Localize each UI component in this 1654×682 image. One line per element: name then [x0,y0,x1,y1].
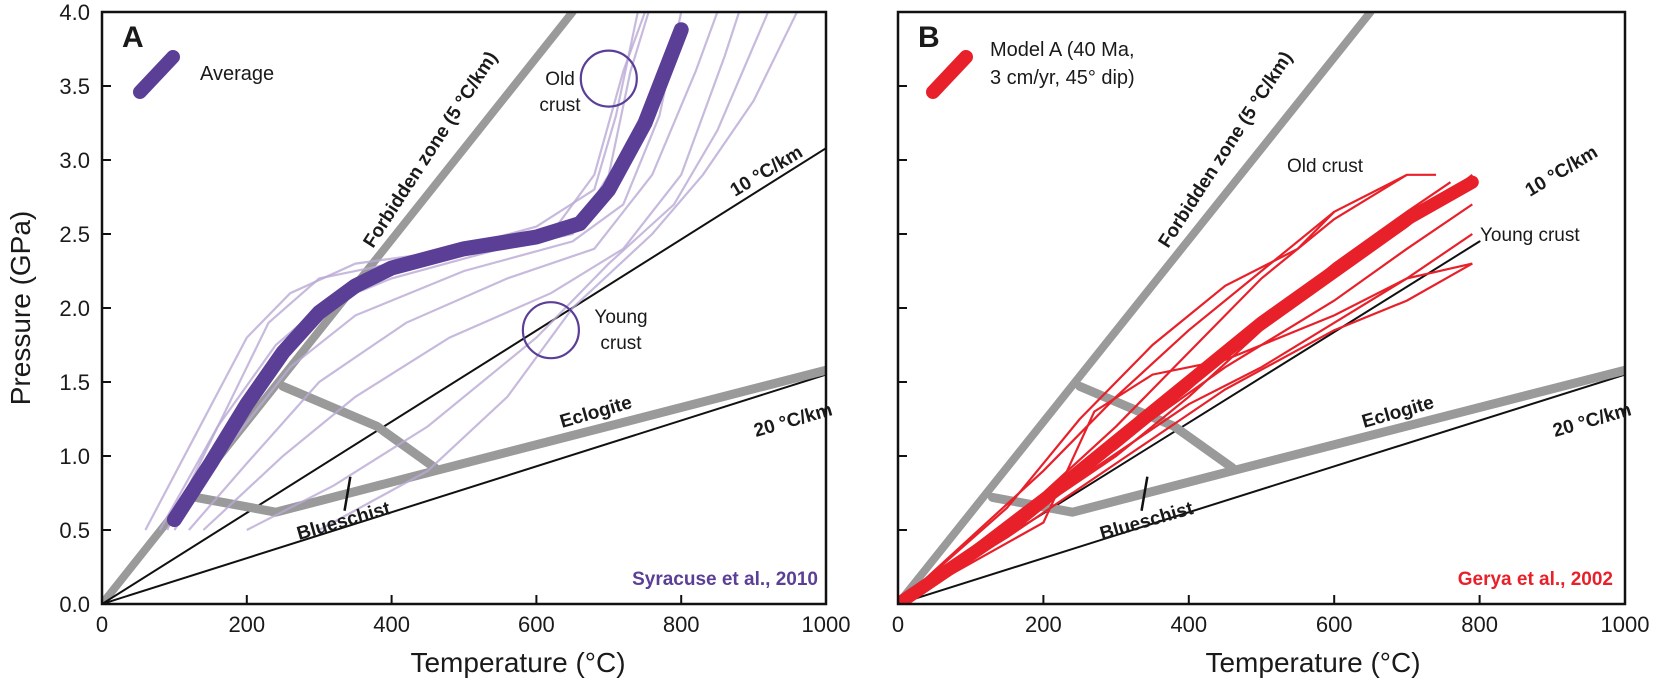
model-a-path [898,175,1479,604]
individual-path [158,12,650,531]
eclogite-boundary [191,365,826,517]
blueschist-tick [343,476,352,511]
panel-a-x-axis-title: Temperature (°C) [410,647,625,678]
y-tick-label: 2.5 [59,222,90,247]
individual-path [173,12,683,531]
legend-average-label: Average [200,63,274,85]
old-crust-label-line1: Old [545,69,575,90]
ten-c-per-km-label: 10 °C/km [727,142,807,201]
x-tick-label: 1000 [802,612,851,637]
legend-model-a-line1: Model A (40 Ma, [990,39,1135,61]
panel-b-x-axis-title: Temperature (°C) [1205,647,1420,678]
old-crust-label-line2: crust [539,95,581,116]
blueschist-tick [1140,476,1149,511]
plot-area [898,12,1625,604]
individual-path [318,12,798,531]
y-tick-label: 3.5 [59,74,90,99]
twenty-c-per-km-line [102,373,826,604]
twenty-c-per-km-label: 20 °C/km [752,399,835,441]
x-tick-label: 200 [228,612,265,637]
legend-model-a-swatch [926,50,973,99]
y-tick-label: 3.0 [59,148,90,173]
forbidden-zone-label-b: Forbidden zone (5 °C/km) [1155,48,1297,252]
old-crust-label-b: Old crust [1287,156,1364,177]
plot-area [102,12,826,604]
y-tick-label: 1.5 [59,370,90,395]
young-crust-label-line1: Young [594,307,647,328]
x-tick-label: 800 [663,612,700,637]
x-tick-label: 1000 [1601,612,1650,637]
source-gerya: Gerya et al., 2002 [1458,569,1613,590]
model-path [898,262,1473,604]
y-tick-label: 0.0 [59,592,90,617]
x-tick-label: 400 [1170,612,1207,637]
x-tick-label: 600 [1316,612,1353,637]
x-tick-label: 0 [96,612,108,637]
y-tick-label: 2.0 [59,296,90,321]
blueschist-eclogite-boundary [278,381,440,473]
x-tick-label: 400 [373,612,410,637]
average-path [166,22,689,528]
legend-model-a-line2: 3 cm/yr, 45° dip) [990,67,1135,89]
x-tick-label: 0 [892,612,904,637]
young-crust-label-b: Young crust [1480,225,1580,246]
ten-c-per-km-label-b: 10 °C/km [1522,142,1602,201]
x-tick-label: 600 [518,612,555,637]
individual-path [246,12,770,531]
old-crust-circle [579,49,638,108]
y-axis-title: Pressure (GPa) [5,211,36,406]
x-tick-label: 200 [1025,612,1062,637]
individual-path [202,12,741,531]
panel-b-letter: B [918,21,940,54]
individual-path [188,12,719,531]
model-path [898,211,1335,604]
y-tick-label: 1.0 [59,444,90,469]
legend-average-swatch [133,50,180,99]
source-syracuse: Syracuse et al., 2010 [632,569,818,590]
y-tick-label: 0.5 [59,518,90,543]
ten-c-per-km-line [102,147,826,604]
panel-b: 0 200 400 600 800 1000 B Model A (40 Ma, 3 cm… [892,10,1650,678]
twenty-c-per-km-label-b: 20 °C/km [1551,399,1634,441]
panel-a-letter: A [122,21,144,54]
young-crust-label-line2: crust [600,333,642,354]
model-path [898,173,1436,604]
x-tick-label: 800 [1461,612,1498,637]
forbidden-zone-label: Forbidden zone (5 °C/km) [360,48,502,252]
forbidden-zone-line [898,12,1375,604]
panel-a: 0 200 400 600 800 1000 0.0 0.5 1.0 1.5 2.0 2.5 3.0 3.… [5,0,850,678]
twenty-c-per-km-line [898,373,1625,604]
y-tick-label: 4.0 [59,0,90,25]
young-crust-circle [521,301,580,360]
